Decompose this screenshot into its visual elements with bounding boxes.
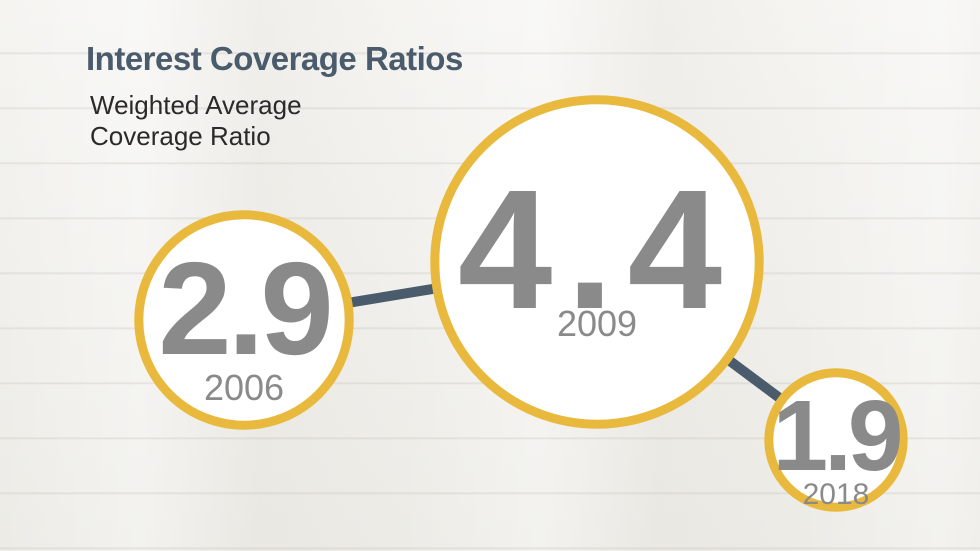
year-label: 2006 bbox=[204, 367, 284, 408]
bubble-circle bbox=[430, 95, 764, 429]
value-label: 1.9 bbox=[772, 380, 899, 492]
year-label: 2018 bbox=[803, 478, 870, 511]
chart-title: Interest Coverage Ratios bbox=[86, 40, 463, 77]
value-label: 2.9 bbox=[158, 235, 330, 382]
subtitle-line-2: Coverage Ratio bbox=[90, 121, 271, 151]
year-label: 2009 bbox=[557, 303, 637, 344]
value-label: 4.4 bbox=[458, 155, 736, 345]
bubble-circle bbox=[764, 368, 908, 512]
chart-subtitle: Weighted Average Coverage Ratio bbox=[90, 90, 410, 152]
subtitle-line-1: Weighted Average bbox=[90, 90, 302, 120]
bubble-circle bbox=[134, 210, 354, 430]
